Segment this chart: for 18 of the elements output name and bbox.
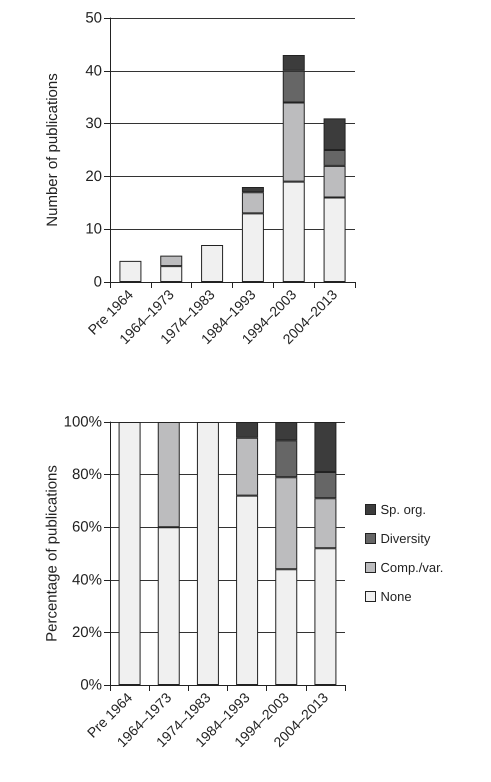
y-tick-label: 50	[85, 10, 102, 26]
legend-label: Sp. org.	[380, 502, 426, 517]
y-tick-label: 100%	[64, 414, 102, 430]
y-tick-label: 60%	[72, 518, 102, 536]
legend-label: Diversity	[380, 531, 431, 546]
y-axis-title: Percentage of publications	[44, 465, 61, 642]
legend-label: Comp./var.	[380, 560, 444, 575]
y-tick-label: 0%	[80, 676, 102, 694]
y-tick-label: 10	[85, 220, 102, 238]
y-tick-label: 0	[94, 274, 102, 290]
y-tick-label: 40%	[72, 571, 102, 588]
y-tick-label: 30	[85, 115, 102, 132]
y-tick-label: 80%	[72, 466, 102, 484]
legend-label: None	[380, 589, 412, 604]
y-tick-label: 20	[85, 168, 102, 185]
y-axis-title: Number of publications	[44, 73, 61, 227]
y-tick-label: 40	[85, 62, 102, 80]
y-tick-label: 20%	[72, 624, 102, 641]
